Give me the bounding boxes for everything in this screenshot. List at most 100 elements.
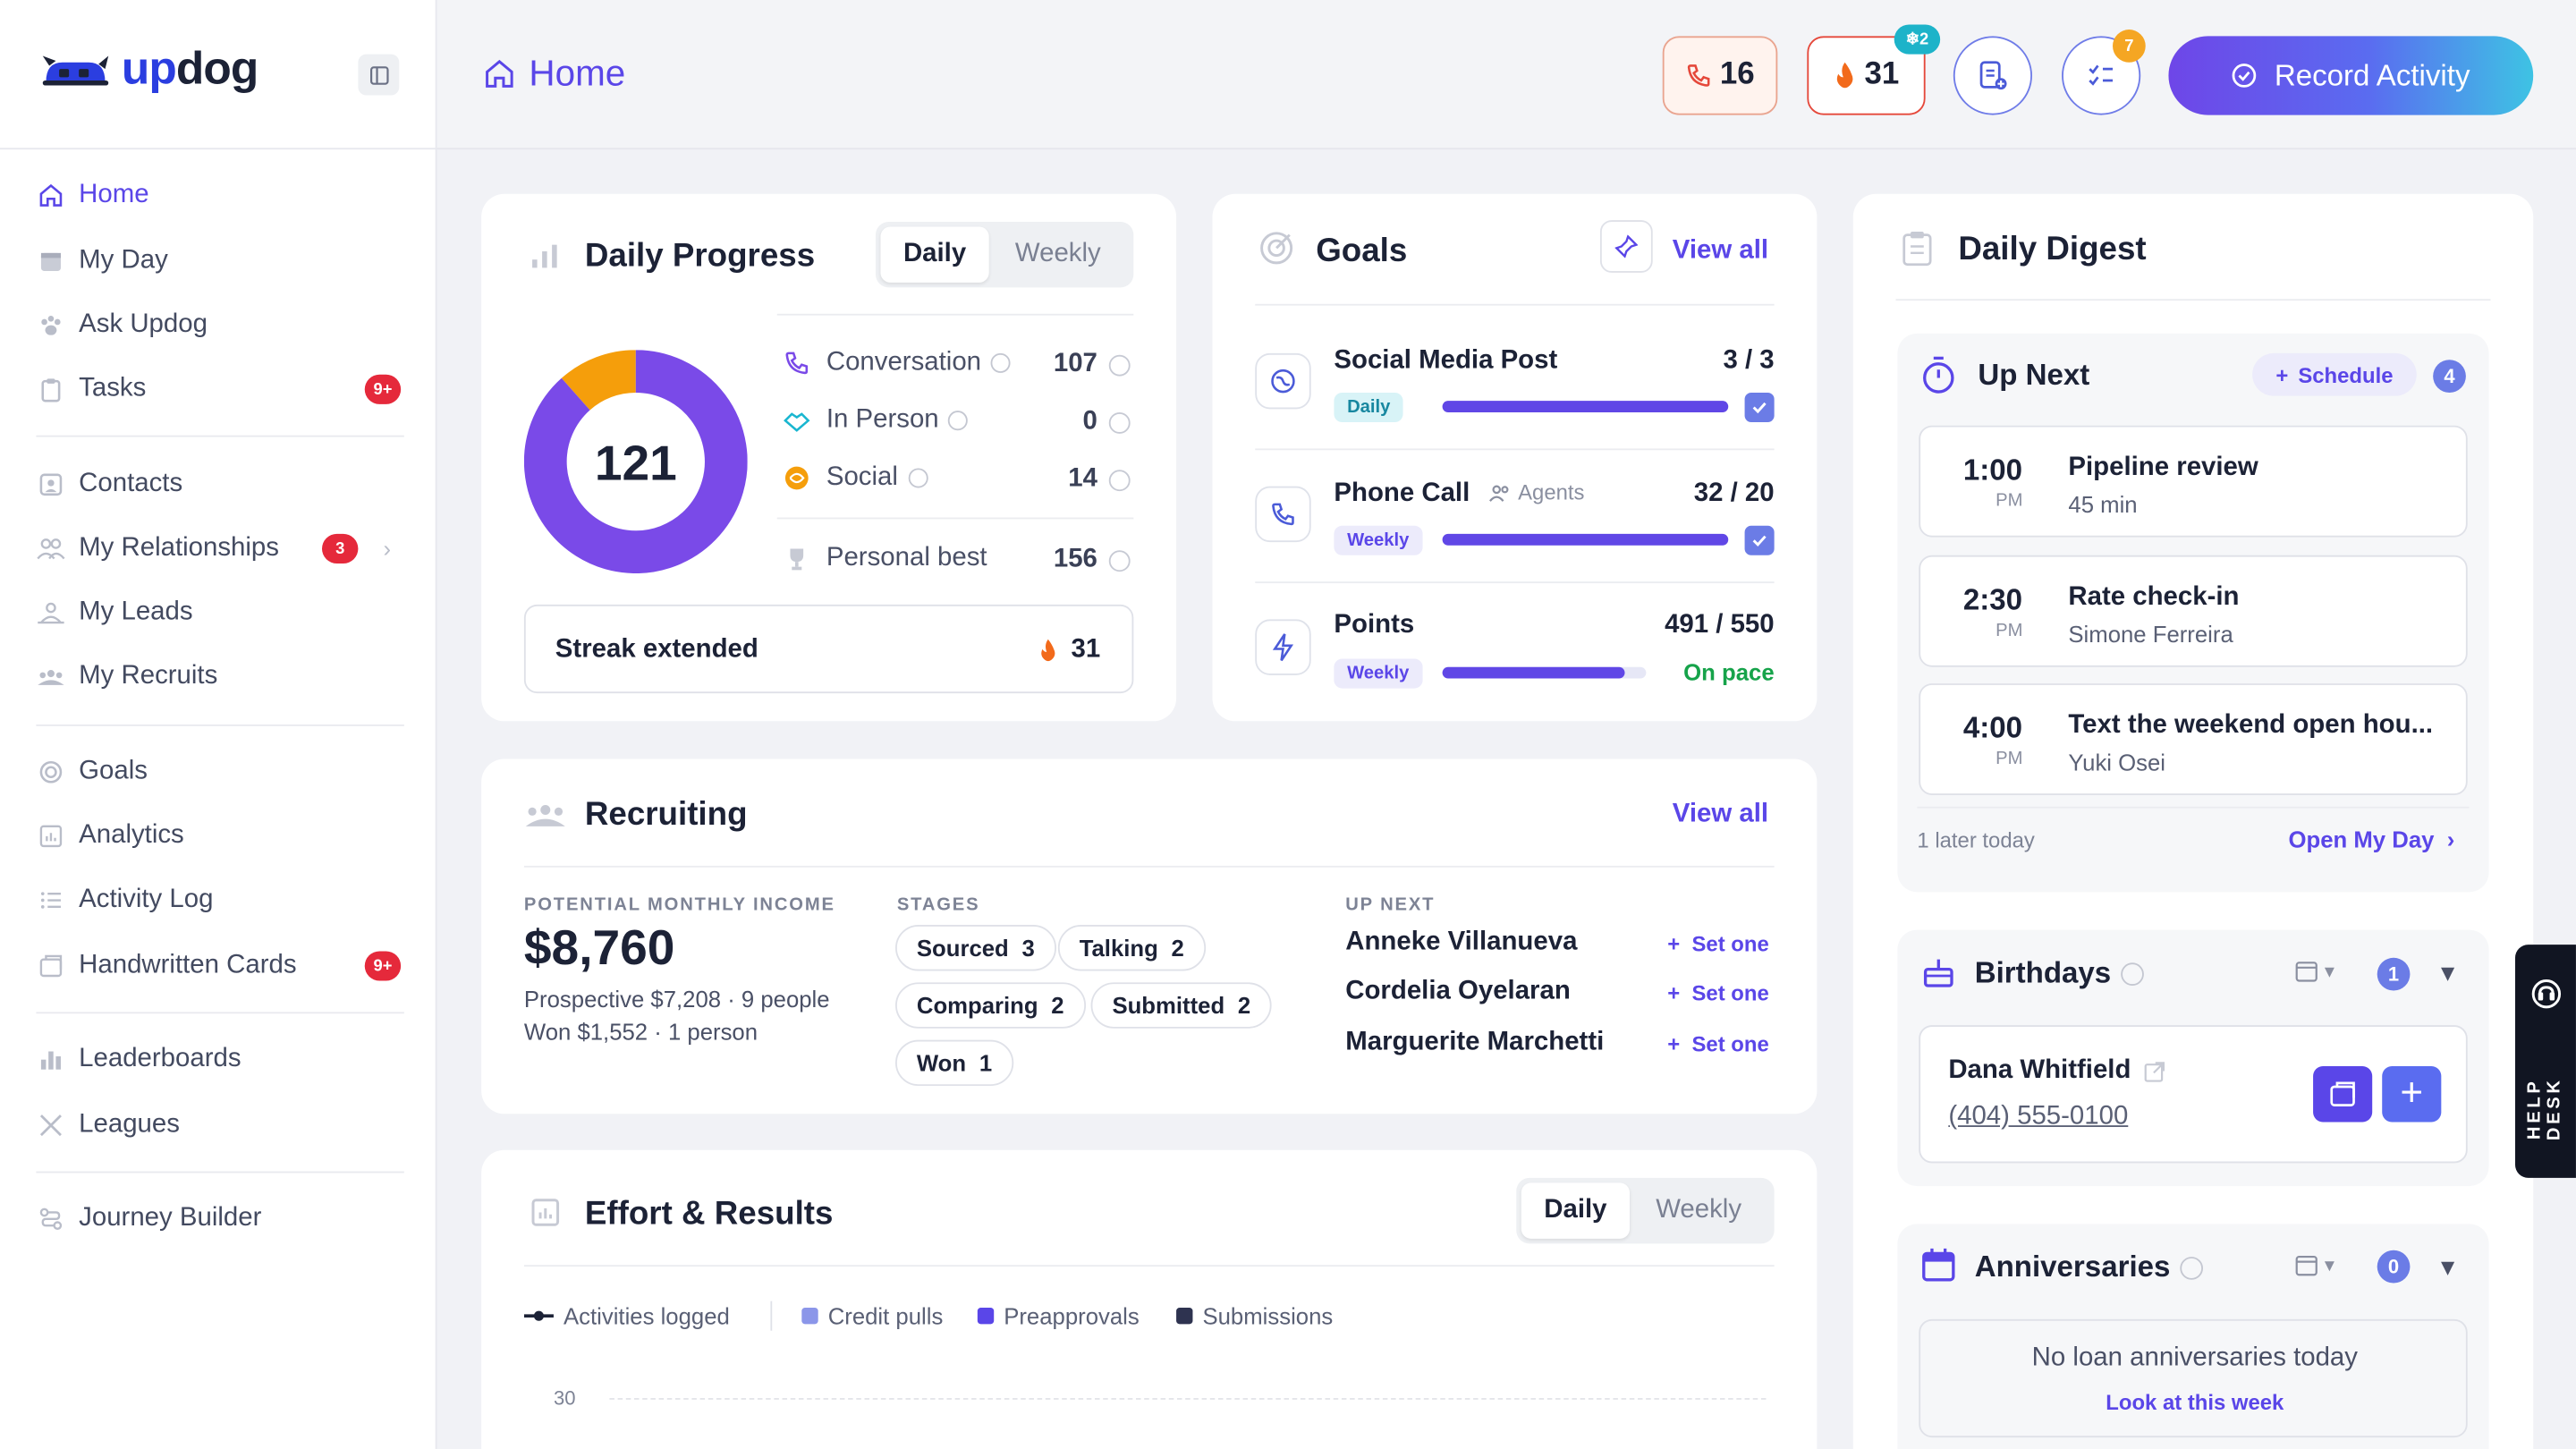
log-note-button[interactable] — [1953, 36, 2032, 115]
stat-in-person: In Person — [784, 406, 969, 436]
goal-status: On pace — [1683, 658, 1775, 685]
divider — [523, 865, 1775, 868]
info-icon[interactable] — [948, 411, 969, 431]
stage-chip-sourced[interactable]: Sourced 3 — [895, 925, 1056, 971]
chevron-right-icon[interactable]: › — [383, 535, 392, 563]
calls-counter-button[interactable]: 16 — [1662, 36, 1778, 115]
sidebar-item-my-leads[interactable]: My Leads — [36, 593, 403, 632]
sidebar-item-tasks[interactable]: Tasks 9+ — [36, 369, 403, 409]
document-add-icon — [1979, 61, 2007, 90]
add-activity-button[interactable]: + — [2382, 1066, 2442, 1123]
sidebar-item-my-recruits[interactable]: My Recruits — [36, 657, 403, 697]
sidebar-item-contacts[interactable]: Contacts — [36, 465, 403, 504]
send-card-button[interactable] — [2313, 1066, 2373, 1123]
sidebar-item-home[interactable]: Home — [36, 176, 403, 216]
pin-button[interactable] — [1599, 220, 1653, 273]
info-icon[interactable] — [2121, 962, 2144, 986]
sidebar-item-my-relationships[interactable]: My Relationships 3 › — [36, 529, 403, 568]
group-icon — [525, 804, 565, 826]
card-title: Effort & Results — [584, 1196, 834, 1233]
event-item[interactable]: 4:00 PM Text the weekend open hou... Yuk… — [1919, 683, 2468, 795]
calendar-icon — [2295, 1255, 2318, 1276]
plus-icon: + — [2400, 1071, 2424, 1116]
flame-icon — [1836, 62, 1853, 89]
calendar-filter-dropdown[interactable]: ▾ — [2295, 1253, 2334, 1276]
legend-activities[interactable]: Activities logged — [523, 1303, 730, 1329]
sidebar-item-label: Leagues — [79, 1110, 180, 1139]
sidebar-item-activity-log[interactable]: Activity Log — [36, 880, 403, 919]
sidebar-item-journey-builder[interactable]: Journey Builder — [36, 1199, 403, 1239]
divider — [1917, 806, 2470, 809]
recruiting-card: Recruiting View all POTENTIAL MONTHLY IN… — [481, 758, 1818, 1114]
stage-chip-talking[interactable]: Talking 2 — [1057, 925, 1206, 971]
expand-toggle-icon[interactable]: ▼ — [2436, 959, 2460, 987]
journey-icon — [36, 1204, 65, 1233]
expand-toggle-icon[interactable]: ▼ — [2436, 1253, 2460, 1280]
sidebar-item-goals[interactable]: Goals — [36, 752, 403, 792]
contact-name[interactable]: Dana Whitfield — [1948, 1056, 2165, 1086]
event-item[interactable]: 2:30 PM Rate check-in Simone Ferreira — [1919, 555, 2468, 667]
event-item[interactable]: 1:00 PM Pipeline review 45 min — [1919, 425, 2468, 538]
look-this-week-link[interactable]: Look at this week — [2106, 1389, 2284, 1415]
sidebar-item-my-day[interactable]: My Day — [36, 242, 403, 281]
legend-swatch — [977, 1308, 995, 1325]
legend-preapprovals[interactable]: Preapprovals — [977, 1303, 1140, 1329]
stage-chip-comparing[interactable]: Comparing 2 — [895, 982, 1086, 1029]
list-icon — [36, 886, 65, 915]
nav-divider — [36, 1012, 404, 1014]
tab-daily[interactable]: Daily — [1521, 1182, 1631, 1239]
sidebar-item-label: Leaderboards — [79, 1045, 242, 1073]
tab-weekly[interactable]: Weekly — [1014, 240, 1101, 268]
period-toggle: Daily Weekly — [875, 221, 1134, 288]
legend-credit-pulls[interactable]: Credit pulls — [801, 1303, 943, 1329]
recruit-name[interactable]: Anneke Villanueva — [1345, 928, 1578, 956]
phone-icon — [785, 352, 809, 375]
recruit-name[interactable]: Cordelia Oyelaran — [1345, 977, 1571, 1006]
later-today: 1 later today — [1917, 827, 2035, 853]
sidebar-item-leaderboards[interactable]: Leaderboards — [36, 1040, 403, 1080]
collapse-sidebar-button[interactable] — [358, 54, 400, 96]
up-next-label: UP NEXT — [1345, 895, 1436, 916]
pin-icon — [1614, 234, 1639, 258]
sidebar-item-analytics[interactable]: Analytics — [36, 817, 403, 856]
recruit-name[interactable]: Marguerite Marchetti — [1345, 1028, 1605, 1056]
recruiting-view-all-link[interactable]: View all — [1672, 800, 1769, 828]
stat-value: 0 — [1082, 407, 1097, 436]
legend-swatch — [1176, 1308, 1193, 1325]
stage-chip-submitted[interactable]: Submitted 2 — [1090, 982, 1273, 1029]
calendar-filter-dropdown[interactable]: ▾ — [2295, 960, 2334, 982]
y-axis-tick: 30 — [553, 1386, 576, 1410]
record-activity-button[interactable]: Record Activity — [2168, 36, 2534, 115]
handshake-icon — [784, 412, 810, 432]
sidebar-item-label: Home — [79, 181, 149, 209]
set-one-button[interactable]: + Set one — [1667, 980, 1769, 1006]
schedule-button[interactable]: + Schedule — [2252, 352, 2417, 396]
flame-icon — [1041, 639, 1055, 662]
sidebar-item-handwritten-cards[interactable]: Handwritten Cards 9+ — [36, 946, 403, 986]
sidebar-item-ask-updog[interactable]: Ask Updog — [36, 306, 403, 345]
set-one-button[interactable]: + Set one — [1667, 931, 1769, 956]
star-icon — [1108, 354, 1131, 377]
star-icon — [1108, 550, 1131, 572]
group-icon — [36, 662, 65, 691]
set-one-button[interactable]: + Set one — [1667, 1031, 1769, 1056]
help-desk-tab[interactable]: HELP DESK — [2514, 945, 2576, 1178]
tab-weekly[interactable]: Weekly — [1656, 1196, 1742, 1224]
info-icon[interactable] — [907, 468, 928, 488]
open-my-day-link[interactable]: Open My Day › — [2288, 826, 2455, 853]
home-icon — [486, 59, 513, 88]
legend-submissions[interactable]: Submissions — [1176, 1303, 1333, 1329]
info-icon[interactable] — [2180, 1256, 2204, 1279]
contact-phone-link[interactable]: (404) 555-0100 — [1948, 1102, 2129, 1131]
personal-best-value: 156 — [1053, 545, 1097, 574]
sidebar-item-label: My Day — [79, 246, 168, 275]
brand-logo[interactable]: updog — [39, 43, 258, 96]
sidebar-item-label: My Relationships — [79, 533, 279, 563]
goals-view-all-link[interactable]: View all — [1672, 236, 1769, 265]
stage-chip-won[interactable]: Won 1 — [895, 1039, 1014, 1087]
prospective-summary: Prospective $7,208 · 9 people — [523, 986, 830, 1013]
info-icon[interactable] — [991, 352, 1012, 373]
tab-daily[interactable]: Daily — [880, 226, 989, 283]
goals-card: Goals View all Social Media Post 3 / 3 D… — [1212, 193, 1818, 722]
sidebar-item-leagues[interactable]: Leagues — [36, 1106, 403, 1145]
